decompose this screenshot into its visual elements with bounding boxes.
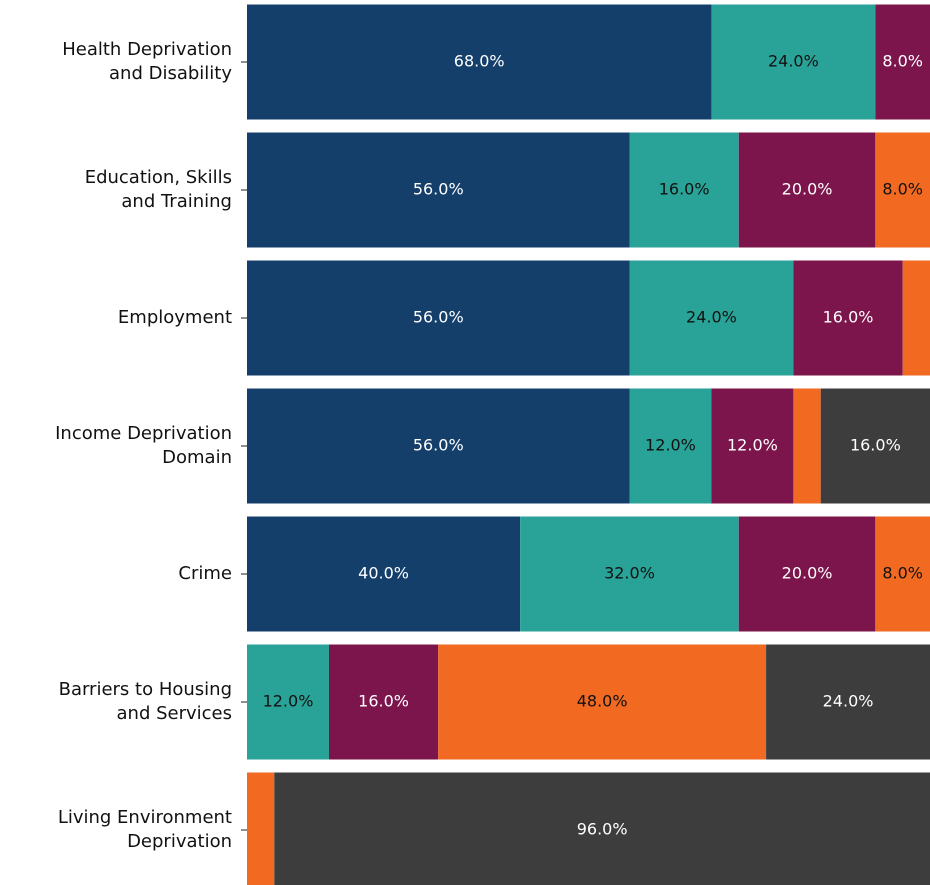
bar-segment: [247, 644, 329, 760]
bar-segment: [820, 388, 930, 504]
bar-segment: [438, 644, 767, 760]
data-label: 56.0%: [413, 180, 464, 199]
data-label: 16.0%: [850, 436, 901, 455]
bar-segment: [247, 132, 630, 248]
bar-segment: [738, 516, 876, 632]
data-label: 12.0%: [727, 436, 778, 455]
data-label: 16.0%: [823, 308, 874, 327]
y-tick-label: Living Environment Deprivation: [57, 807, 232, 852]
y-tick-label: Employment: [117, 307, 232, 328]
data-label: 24.0%: [686, 308, 737, 327]
bar-segment: [793, 388, 821, 504]
data-label: 96.0%: [577, 820, 628, 839]
bar-segment: [875, 132, 930, 248]
bar-segment: [738, 132, 876, 248]
data-label: 24.0%: [823, 692, 874, 711]
bar-segment: [247, 772, 275, 885]
bar-segment: [629, 260, 794, 376]
data-label: 20.0%: [782, 180, 833, 199]
y-tick-label: Crime: [178, 563, 232, 584]
data-label: 12.0%: [263, 692, 314, 711]
bar-segment: [629, 132, 739, 248]
data-label: 8.0%: [882, 52, 923, 71]
bar-segment: [711, 4, 876, 120]
bar-segment: [875, 516, 930, 632]
bar-segment: [247, 260, 630, 376]
data-label: 68.0%: [454, 52, 505, 71]
data-label: 8.0%: [882, 564, 923, 583]
bar-segment: [247, 388, 630, 504]
bar-segment: [875, 4, 930, 120]
bar-segment: [902, 260, 930, 376]
bar-segment: [520, 516, 739, 632]
bar-segment: [629, 388, 712, 504]
bar-segment: [711, 388, 794, 504]
y-tick-label: Barriers to Housing and Services: [58, 679, 232, 724]
data-label: 48.0%: [577, 692, 628, 711]
y-tick-label: Health Deprivation and Disability: [62, 39, 232, 84]
data-label: 56.0%: [413, 308, 464, 327]
data-label: 24.0%: [768, 52, 819, 71]
bar-segment: [328, 644, 439, 760]
data-label: 56.0%: [413, 436, 464, 455]
data-label: 40.0%: [358, 564, 409, 583]
data-label: 20.0%: [782, 564, 833, 583]
bar-segment: [247, 516, 521, 632]
data-label: 12.0%: [645, 436, 696, 455]
bar-segment: [274, 772, 930, 885]
data-label: 16.0%: [358, 692, 409, 711]
data-label: 32.0%: [604, 564, 655, 583]
bar-segment: [766, 644, 930, 760]
bar-segment: [247, 4, 712, 120]
bar-segment: [793, 260, 903, 376]
data-label: 8.0%: [882, 180, 923, 199]
y-tick-label: Income Deprivation Domain: [55, 423, 232, 468]
data-label: 16.0%: [659, 180, 710, 199]
y-tick-label: Education, Skills and Training: [84, 167, 232, 212]
